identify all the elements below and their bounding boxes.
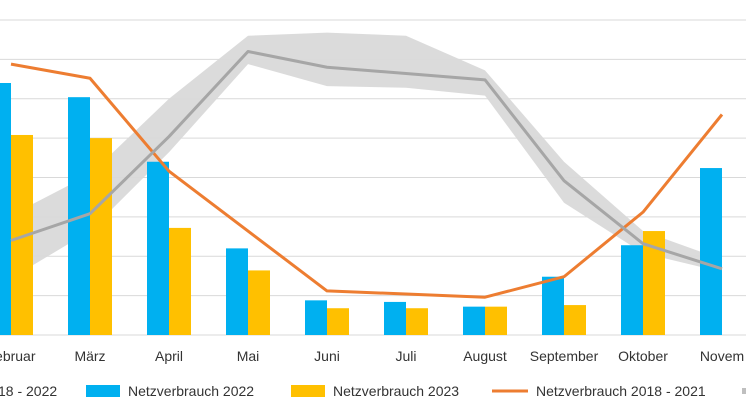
bar-netzverbrauch-2022-mai [226,248,248,335]
bar-netzverbrauch-2022-september [542,276,564,335]
legend-2023-swatch [291,385,325,397]
x-tick-label-3: Mai [237,348,260,364]
bar-netzverbrauch-2022-novem [700,168,722,335]
legend-label-2023: Netzverbrauch 2023 [333,383,459,399]
bar-netzverbrauch-2023-september [564,305,586,335]
bar-netzverbrauch-2023-oktober [643,231,665,335]
legend: 18 - 2022 Netzverbrauch 2022 Netzverbrau… [0,383,746,399]
bar-netzverbrauch-2022-juni [305,300,327,335]
legend-2022-swatch [86,385,120,397]
line-series [10,50,724,299]
bar-netzverbrauch-2023-august [485,306,507,335]
x-tick-label-4: Juni [314,348,340,364]
x-tick-label-6: August [463,348,507,364]
x-tick-label-0: Februar [0,348,36,364]
legend-label-2018-2021: Netzverbrauch 2018 - 2021 [536,383,706,399]
bar-netzverbrauch-2023-juni [327,308,349,335]
bar-netzverbrauch-2023-februar [11,134,33,335]
line-series-netzverbrauch-2018---2021 [10,62,724,299]
bar-netzverbrauch-2023-mai [248,270,270,335]
bar-netzverbrauch-2022-oktober [621,245,643,335]
legend-label-0: 18 - 2022 [0,383,57,399]
bar-netzverbrauch-2022-april [147,161,169,335]
bar-netzverbrauch-2022-februar [0,83,11,335]
x-tick-label-9: Novem [700,348,744,364]
line-series-gray-1 [10,50,723,271]
bar-netzverbrauch-2022-juli [384,301,406,335]
bar-netzverbrauch-2023-märz [90,138,112,335]
range-band [11,32,722,279]
x-axis-labels: Februar März April Mai Juni Juli August Septemb… [0,348,744,364]
range-band-area [11,32,722,279]
x-tick-label-2: April [155,348,183,364]
x-tick-label-7: September [530,348,599,364]
bar-netzverbrauch-2022-august [463,306,485,335]
x-tick-label-8: Oktober [618,348,668,364]
bar-netzverbrauch-2023-april [169,227,191,335]
bar-netzverbrauch-2023-juli [406,308,428,335]
bar-series [0,83,722,335]
legend-label-2022: Netzverbrauch 2022 [128,383,254,399]
x-tick-label-5: Juli [395,348,416,364]
x-tick-label-1: März [74,348,105,364]
